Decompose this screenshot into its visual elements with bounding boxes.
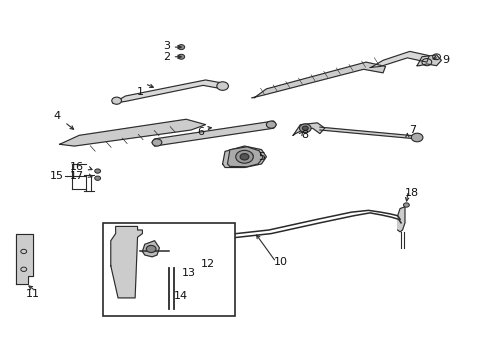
Text: 17: 17 (70, 171, 83, 181)
Circle shape (112, 97, 121, 104)
Polygon shape (369, 51, 428, 67)
Polygon shape (319, 127, 416, 139)
Text: 11: 11 (26, 289, 40, 299)
Text: 14: 14 (174, 291, 188, 301)
Text: 5: 5 (258, 152, 264, 162)
Circle shape (299, 124, 310, 132)
Circle shape (146, 246, 156, 252)
Circle shape (95, 169, 101, 173)
Circle shape (178, 45, 184, 50)
Polygon shape (292, 123, 324, 135)
Text: 13: 13 (181, 268, 195, 278)
Polygon shape (416, 55, 441, 66)
Polygon shape (222, 146, 266, 167)
Text: 3: 3 (163, 41, 170, 51)
Circle shape (216, 82, 228, 90)
Text: 1: 1 (136, 87, 143, 98)
Polygon shape (251, 62, 385, 98)
Circle shape (403, 203, 408, 207)
Bar (103, 223, 234, 316)
Text: 16: 16 (70, 162, 83, 172)
Circle shape (302, 126, 307, 130)
Circle shape (410, 133, 422, 142)
Text: 18: 18 (405, 188, 418, 198)
Circle shape (240, 154, 248, 160)
Polygon shape (152, 121, 276, 146)
Polygon shape (227, 147, 263, 167)
Polygon shape (142, 241, 159, 257)
Text: 12: 12 (201, 259, 215, 269)
Polygon shape (16, 234, 33, 284)
Text: 6: 6 (197, 127, 204, 137)
Circle shape (235, 150, 253, 163)
Text: 4: 4 (54, 111, 61, 121)
Circle shape (152, 139, 162, 146)
Text: 2: 2 (163, 52, 170, 62)
Text: 7: 7 (408, 125, 415, 135)
Circle shape (95, 176, 101, 180)
Polygon shape (113, 80, 224, 103)
Circle shape (266, 121, 276, 128)
Polygon shape (111, 226, 142, 298)
Text: 10: 10 (273, 257, 287, 267)
Text: 9: 9 (442, 55, 449, 65)
Circle shape (178, 54, 184, 59)
Text: 8: 8 (301, 130, 308, 140)
Polygon shape (397, 207, 404, 232)
Polygon shape (60, 119, 205, 146)
Text: 15: 15 (50, 171, 64, 181)
